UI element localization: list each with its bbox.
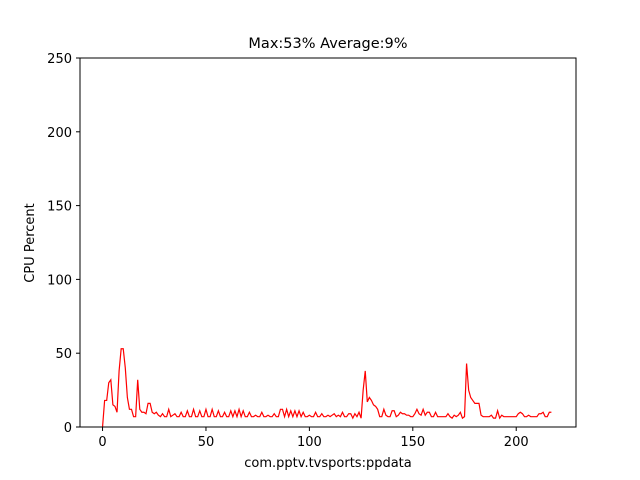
y-tick-label: 250 xyxy=(47,52,72,67)
x-tick-label: 100 xyxy=(297,435,322,450)
x-tick-label: 0 xyxy=(98,435,106,450)
y-axis-label: CPU Percent xyxy=(23,203,38,282)
x-tick-label: 150 xyxy=(400,435,425,450)
line-series xyxy=(101,348,552,428)
y-tick-label: 0 xyxy=(64,421,72,436)
y-tick-label: 200 xyxy=(47,126,72,141)
y-tick-label: 100 xyxy=(47,273,72,288)
x-axis-label: com.pptv.tvsports:ppdata xyxy=(244,456,411,471)
chart-title: Max:53% Average:9% xyxy=(248,36,407,52)
x-tick-label: 200 xyxy=(504,435,529,450)
x-tick-label: 50 xyxy=(198,435,215,450)
y-tick-label: 150 xyxy=(47,200,72,215)
plot-frame xyxy=(79,57,577,428)
y-tick-label: 50 xyxy=(55,347,72,362)
